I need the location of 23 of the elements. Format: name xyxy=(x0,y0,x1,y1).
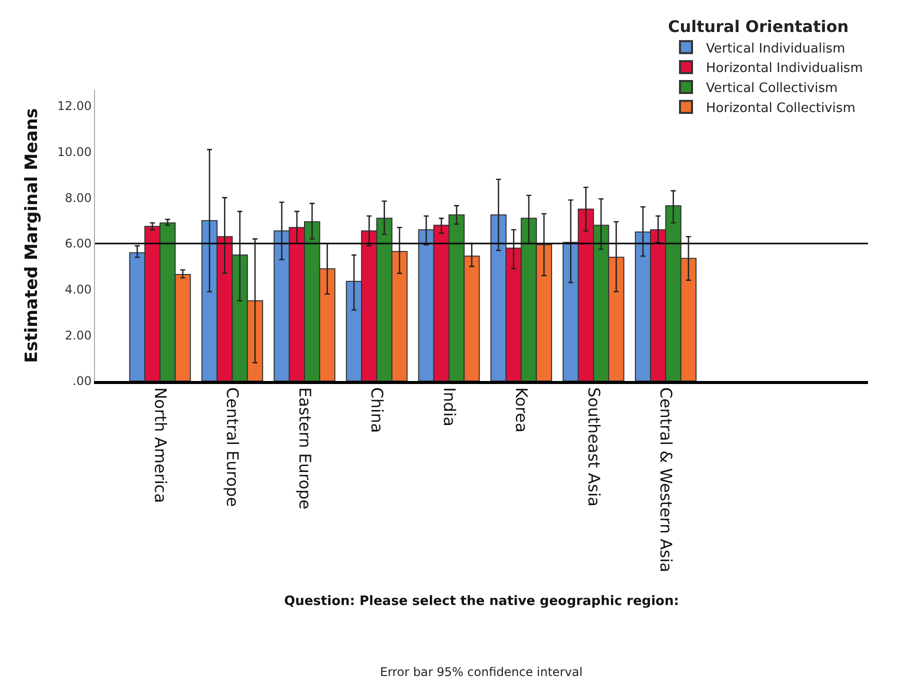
y-tick-label: .00 xyxy=(72,374,92,388)
y-tick-label: 6.00 xyxy=(64,236,92,251)
x-tick-label: Central Europe xyxy=(223,387,242,507)
y-tick-label: 12.00 xyxy=(57,99,92,114)
x-tick-label: North America xyxy=(150,387,170,504)
y-tick-label: 2.00 xyxy=(64,328,92,342)
y-tick-label: 4.00 xyxy=(64,282,92,297)
legend-label: Horizontal Collectivism xyxy=(706,100,856,116)
y-tick-label: 8.00 xyxy=(64,190,92,205)
legend-label: Vertical Individualism xyxy=(706,41,846,56)
text: Error bar 95% confidence interval xyxy=(380,665,583,679)
y-axis-title: Estimated Marginal Means xyxy=(22,108,42,363)
x-tick-label: Korea xyxy=(512,387,532,433)
x-tick-label: China xyxy=(368,387,387,433)
x-tick-label: Central & Western Asia xyxy=(656,387,676,572)
x-tick-label: Southeast Asia xyxy=(584,387,604,507)
legend-label: Vertical Collectivism xyxy=(706,81,838,96)
x-tick-label: Eastern Europe xyxy=(295,387,314,510)
legend-label: Horizontal Individualism xyxy=(706,61,863,76)
x-axis-title: Question: Please select the native geographic region: xyxy=(284,594,679,609)
x-tick-label: India xyxy=(440,387,459,426)
y-tick-label: 10.00 xyxy=(57,145,92,160)
legend-title: Cultural Orientation xyxy=(668,17,849,36)
